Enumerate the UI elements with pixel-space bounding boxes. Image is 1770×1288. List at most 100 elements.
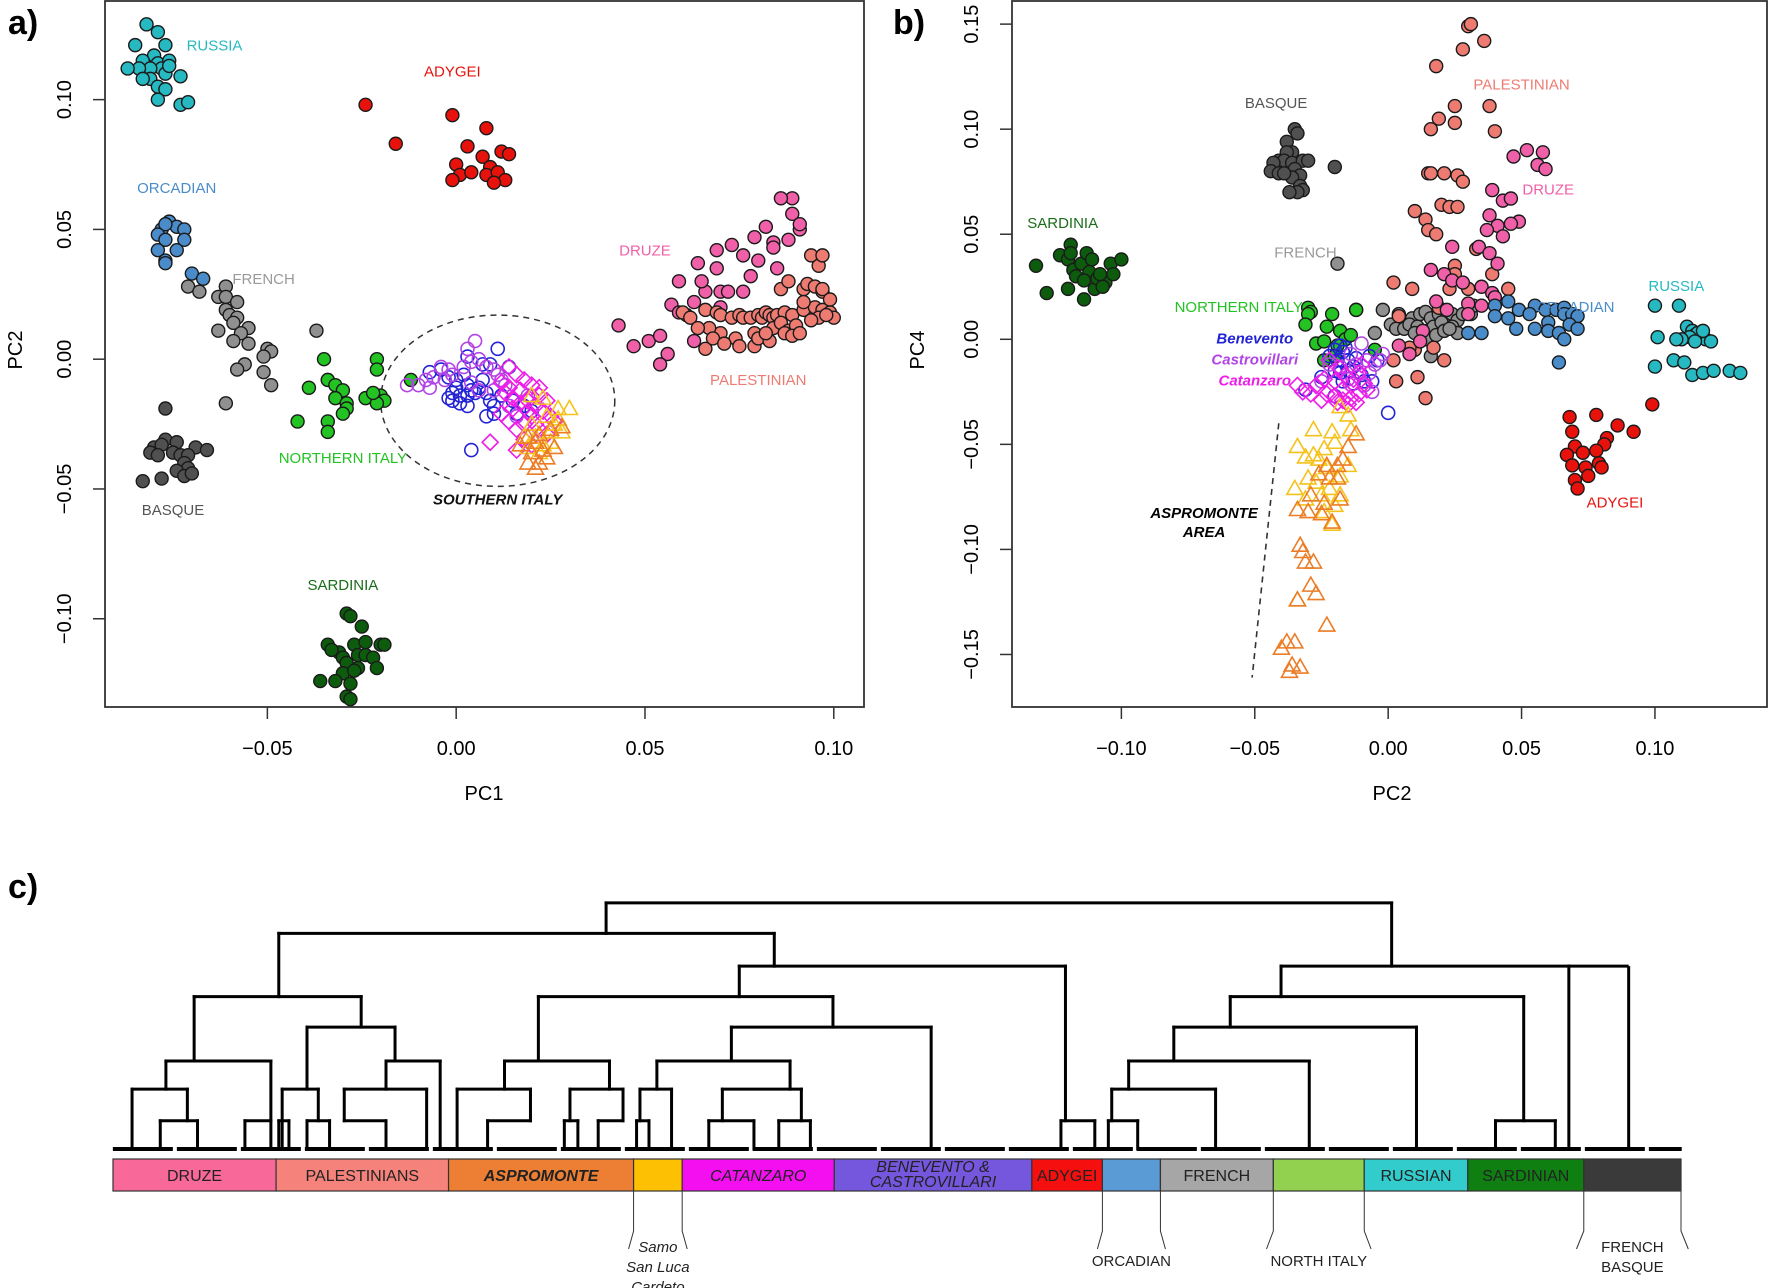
point-palestinian xyxy=(732,339,747,354)
plot-b-ytick-label: 0.00 xyxy=(961,320,983,359)
point-catanzaro xyxy=(518,401,538,421)
plot-a-ytick-label: 0.05 xyxy=(54,210,76,249)
point-palestinian xyxy=(1450,199,1465,215)
bar-segment-russian xyxy=(1363,1158,1469,1192)
point-aspromonte xyxy=(1317,455,1337,473)
series-catanzaro xyxy=(1288,351,1376,414)
point-castrovillari xyxy=(399,377,415,393)
point-castrovillari xyxy=(460,341,475,357)
point-sardinia xyxy=(1076,292,1092,307)
point-samo-san-luca-cardeto xyxy=(537,406,557,424)
point-aspromonte xyxy=(1346,424,1366,441)
point-adygei xyxy=(358,97,373,113)
point-benevento xyxy=(475,372,490,388)
point-palestinian xyxy=(1463,16,1479,32)
point-palestinian xyxy=(1455,42,1471,57)
point-sardinia xyxy=(343,608,358,624)
series-castrovillari xyxy=(399,333,536,424)
point-sardinia xyxy=(354,619,369,634)
point-russia xyxy=(158,37,173,53)
point-russia xyxy=(150,92,166,107)
point-northern-italy xyxy=(320,424,335,440)
point-palestinian xyxy=(1447,98,1463,114)
point-druze xyxy=(769,261,785,276)
point-aspromonte xyxy=(1322,512,1342,529)
point-french xyxy=(226,333,241,349)
plot-a-xlabel: PC1 xyxy=(465,783,504,805)
point-russia xyxy=(1703,334,1719,349)
point-aspromonte xyxy=(518,427,538,444)
point-druze xyxy=(766,240,781,255)
panel-a-letter: a) xyxy=(8,4,38,42)
point-sardinia xyxy=(313,673,328,689)
point-catanzaro xyxy=(1325,386,1344,406)
bar-label-sardinian: SARDINIAN xyxy=(1482,1168,1569,1185)
point-aspromonte xyxy=(1317,615,1337,632)
point-adygei xyxy=(1565,424,1580,439)
point-adygei xyxy=(1570,481,1585,496)
point-samo-san-luca-cardeto xyxy=(552,422,572,439)
plot-a-xtick-label: 0.10 xyxy=(814,738,853,760)
point-samo-san-luca-cardeto xyxy=(1288,436,1307,454)
bar-segment-catanzaro xyxy=(681,1158,835,1192)
point-aspromonte xyxy=(1272,638,1291,655)
bar-label-druze: DRUZE xyxy=(167,1168,222,1185)
point-orcadian xyxy=(1487,308,1503,324)
point-druze xyxy=(743,268,758,284)
point-russia xyxy=(139,17,154,32)
point-aspromonte xyxy=(541,419,560,437)
point-palestinian xyxy=(1431,111,1447,126)
point-benevento xyxy=(445,393,460,409)
point-northern-italy xyxy=(365,385,381,401)
point-aspromonte xyxy=(1282,655,1302,672)
point-northern-italy xyxy=(1324,306,1340,322)
point-druze xyxy=(671,274,687,289)
point-druze xyxy=(1482,245,1497,261)
dendrogram: DRUZE PALESTINIANS ASPROMONTE CATANZARO BENE… xyxy=(112,901,1689,1288)
callout-bracket-left xyxy=(1096,1191,1103,1250)
point-sardinia xyxy=(343,676,358,691)
group-label-orcadian: ORCADIAN xyxy=(1535,299,1614,316)
point-palestinian xyxy=(803,313,819,328)
point-basque xyxy=(184,466,200,481)
plot-a-ytick-label: −0.10 xyxy=(54,593,76,644)
point-sardinia xyxy=(343,692,358,707)
point-adygei xyxy=(1645,397,1660,412)
point-samo-san-luca-cardeto xyxy=(1306,472,1326,489)
point-druze xyxy=(1423,262,1439,278)
point-druze xyxy=(611,318,626,333)
point-samo-san-luca-cardeto xyxy=(1296,489,1315,506)
point-palestinian xyxy=(1447,115,1463,131)
group-label-area: AREA xyxy=(1182,524,1226,541)
point-samo-san-luca-cardeto xyxy=(1325,432,1345,450)
point-catanzaro xyxy=(481,433,500,452)
point-sardinia xyxy=(358,634,373,650)
point-aspromonte xyxy=(526,458,545,476)
point-benevento xyxy=(441,370,456,385)
plot-b-xtick-label: 0.00 xyxy=(1369,738,1408,760)
point-basque xyxy=(1300,153,1316,168)
point-aspromonte xyxy=(1280,661,1299,679)
point-orcadian xyxy=(1522,306,1537,322)
point-adygei xyxy=(460,139,475,154)
point-adygei xyxy=(486,175,502,190)
point-northern-italy xyxy=(301,380,317,395)
point-samo-san-luca-cardeto xyxy=(1304,420,1323,437)
point-druze xyxy=(781,232,796,247)
point-sardinia xyxy=(1039,285,1054,301)
point-catanzaro xyxy=(507,365,526,384)
callout-label-french-basque: FRENCH xyxy=(1601,1239,1664,1256)
point-northern-italy xyxy=(1298,317,1313,332)
point-castrovillari xyxy=(479,359,494,375)
point-russia xyxy=(1671,298,1687,313)
point-russia xyxy=(1669,332,1684,347)
point-castrovillari xyxy=(437,372,453,388)
panel-b-letter: b) xyxy=(893,4,925,42)
plot-b-xtick-label: 0.10 xyxy=(1635,738,1674,760)
point-adygei xyxy=(445,108,460,123)
group-label-palestinian: PALESTINIAN xyxy=(1473,76,1569,93)
point-castrovillari xyxy=(426,370,441,385)
point-sardinia xyxy=(328,673,343,689)
point-french xyxy=(1375,302,1391,318)
point-orcadian xyxy=(158,217,173,232)
